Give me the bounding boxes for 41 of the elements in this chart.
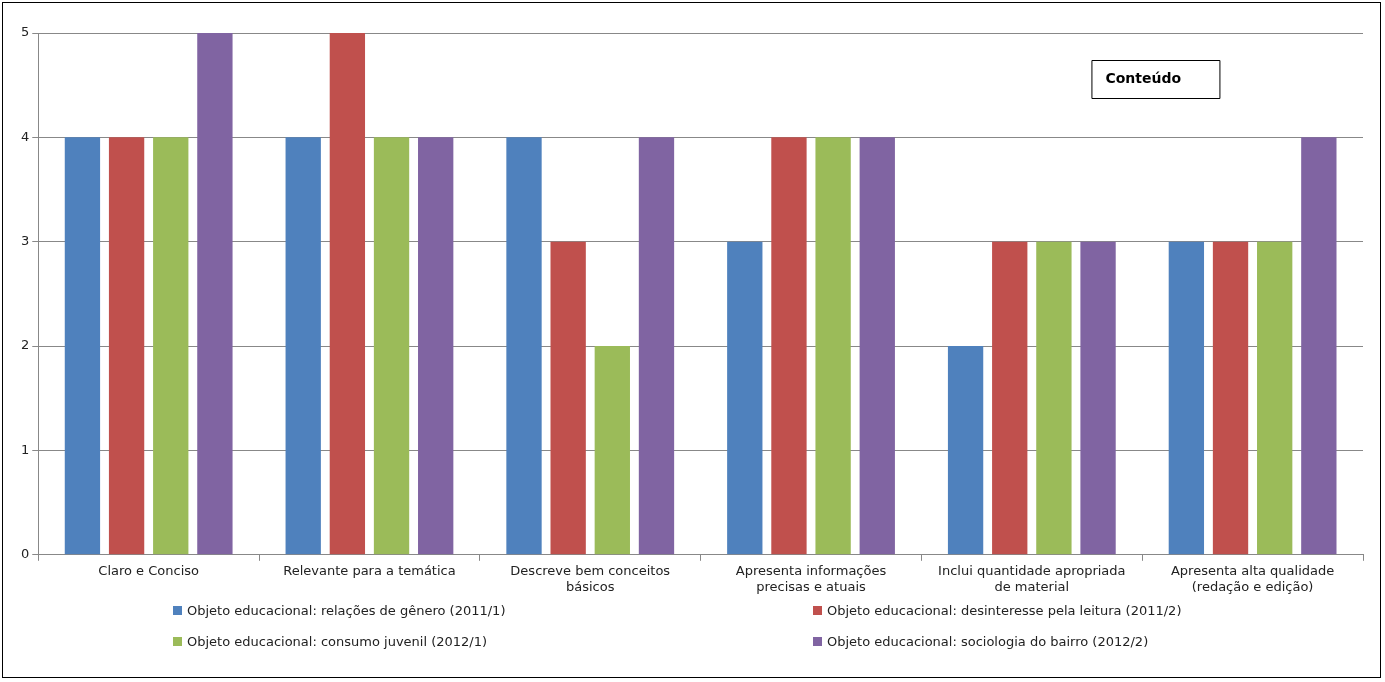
bar: [373, 137, 410, 555]
bar: [771, 137, 807, 555]
bar: [329, 33, 366, 555]
bar: [1301, 137, 1337, 555]
y-tick-label: 5: [20, 24, 30, 40]
bar: [815, 137, 851, 555]
bar: [1168, 241, 1205, 555]
bar: [506, 137, 542, 555]
y-tick-label: 0: [20, 546, 30, 562]
legend-label: Objeto educacional: desinteresse pela leitura (2011/2): [827, 603, 1182, 618]
bar: [992, 241, 1028, 555]
legend-label: Objeto educacional: consumo juvenil (2012/1): [187, 634, 488, 649]
bar: [1080, 241, 1116, 555]
bar: [859, 137, 895, 555]
bar: [108, 137, 145, 555]
y-tick-label: 1: [20, 441, 30, 457]
x-tick-label: Relevante para a temática: [283, 562, 456, 578]
bar: [285, 137, 321, 555]
bar: [594, 346, 630, 555]
y-tick-label: 3: [20, 233, 30, 249]
bar: [418, 137, 454, 555]
bar: [947, 346, 984, 555]
x-tick-label: Claro e Conciso: [98, 562, 200, 578]
bar: [153, 137, 189, 555]
y-tick-label: 4: [20, 128, 30, 144]
bar: [1257, 241, 1293, 555]
x-tick-label: Apresenta informações precisas e atuais: [735, 562, 887, 594]
bar: [638, 137, 675, 555]
x-tick-label: Descreve bem conceitos básicos: [510, 562, 671, 594]
bar: [1212, 241, 1249, 555]
bar: [727, 241, 763, 555]
y-tick-label: 2: [20, 337, 30, 353]
legend-label: Objeto educacional: sociologia do bairro (2012/2): [827, 634, 1149, 649]
bar: [64, 137, 101, 555]
text: Conteúdo: [1105, 69, 1182, 86]
bar: [1036, 241, 1072, 555]
bar: [550, 241, 586, 555]
x-tick-label: Apresenta alta qualidade (redação e edição): [1170, 562, 1335, 594]
bar: [197, 33, 233, 555]
x-tick-label: Inclui quantidade apropriada de material: [938, 562, 1126, 594]
legend-label: Objeto educacional: relações de gênero (2011/1): [187, 603, 506, 618]
